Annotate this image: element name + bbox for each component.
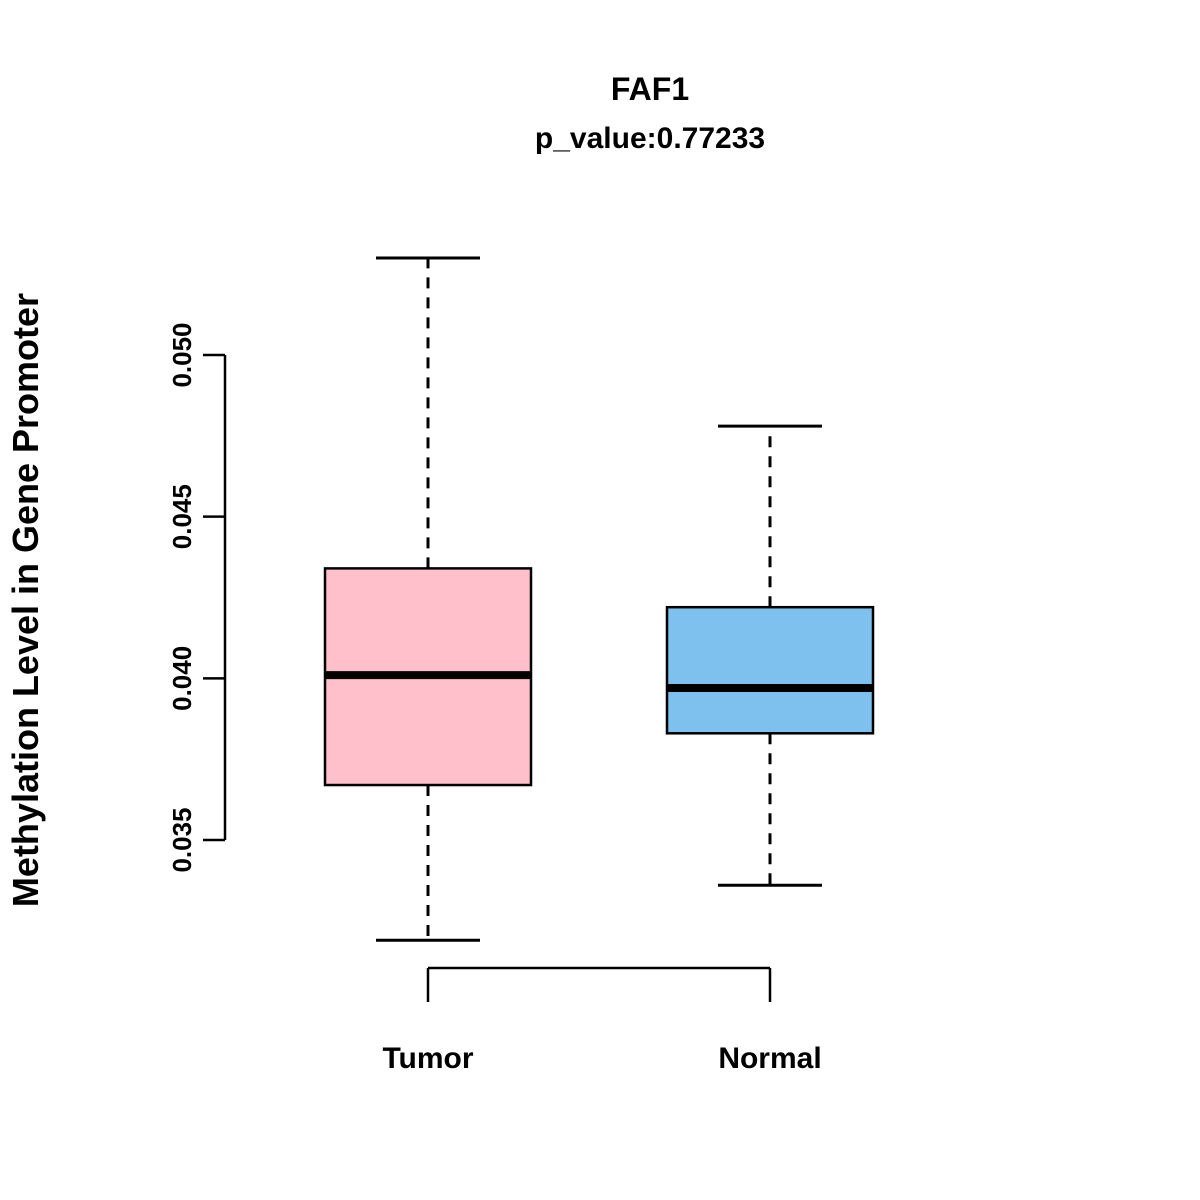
y-tick-label: 0.040: [167, 646, 197, 711]
chart-subtitle: p_value:0.77233: [535, 122, 765, 155]
y-axis-label: Methylation Level in Gene Promoter: [5, 293, 46, 907]
category-label-tumor: Tumor: [382, 1042, 473, 1075]
plot-marks-layer: 0.035 0.040 0.045 0.050: [167, 256, 875, 1002]
category-label-normal: Normal: [718, 1042, 821, 1075]
y-tick-label: 0.050: [167, 322, 197, 387]
y-tick-label: 0.035: [167, 807, 197, 872]
y-tick-label: 0.045: [167, 484, 197, 549]
box-normal: [665, 605, 875, 735]
chart-title: FAF1: [611, 71, 689, 107]
